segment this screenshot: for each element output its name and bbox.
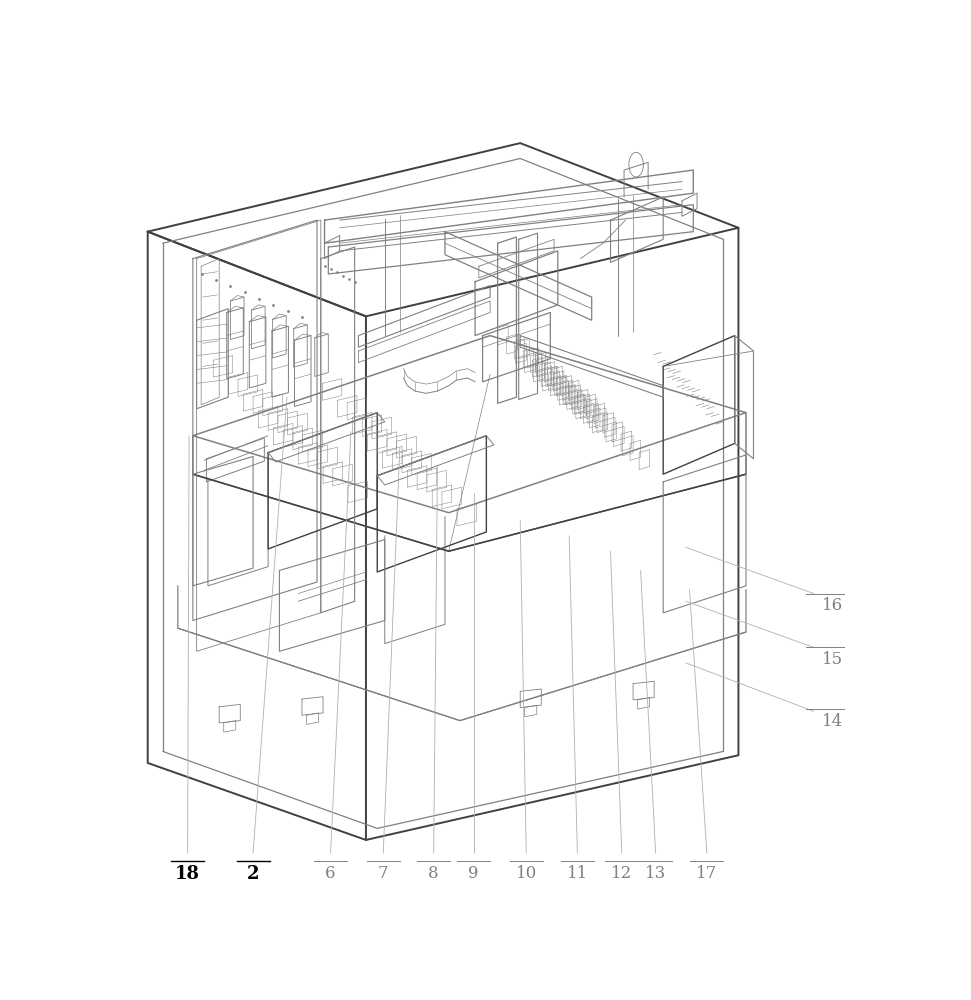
Text: 10: 10: [516, 865, 537, 882]
Text: 15: 15: [821, 651, 843, 668]
Text: 16: 16: [821, 597, 843, 614]
Text: 7: 7: [378, 865, 388, 882]
Text: 8: 8: [428, 865, 439, 882]
Text: 11: 11: [567, 865, 588, 882]
Text: 18: 18: [175, 865, 200, 883]
Text: 6: 6: [325, 865, 336, 882]
Text: 12: 12: [611, 865, 632, 882]
Text: 2: 2: [247, 865, 259, 883]
Text: 13: 13: [645, 865, 666, 882]
Text: 17: 17: [696, 865, 718, 882]
Text: 14: 14: [821, 713, 843, 730]
Text: 9: 9: [468, 865, 479, 882]
